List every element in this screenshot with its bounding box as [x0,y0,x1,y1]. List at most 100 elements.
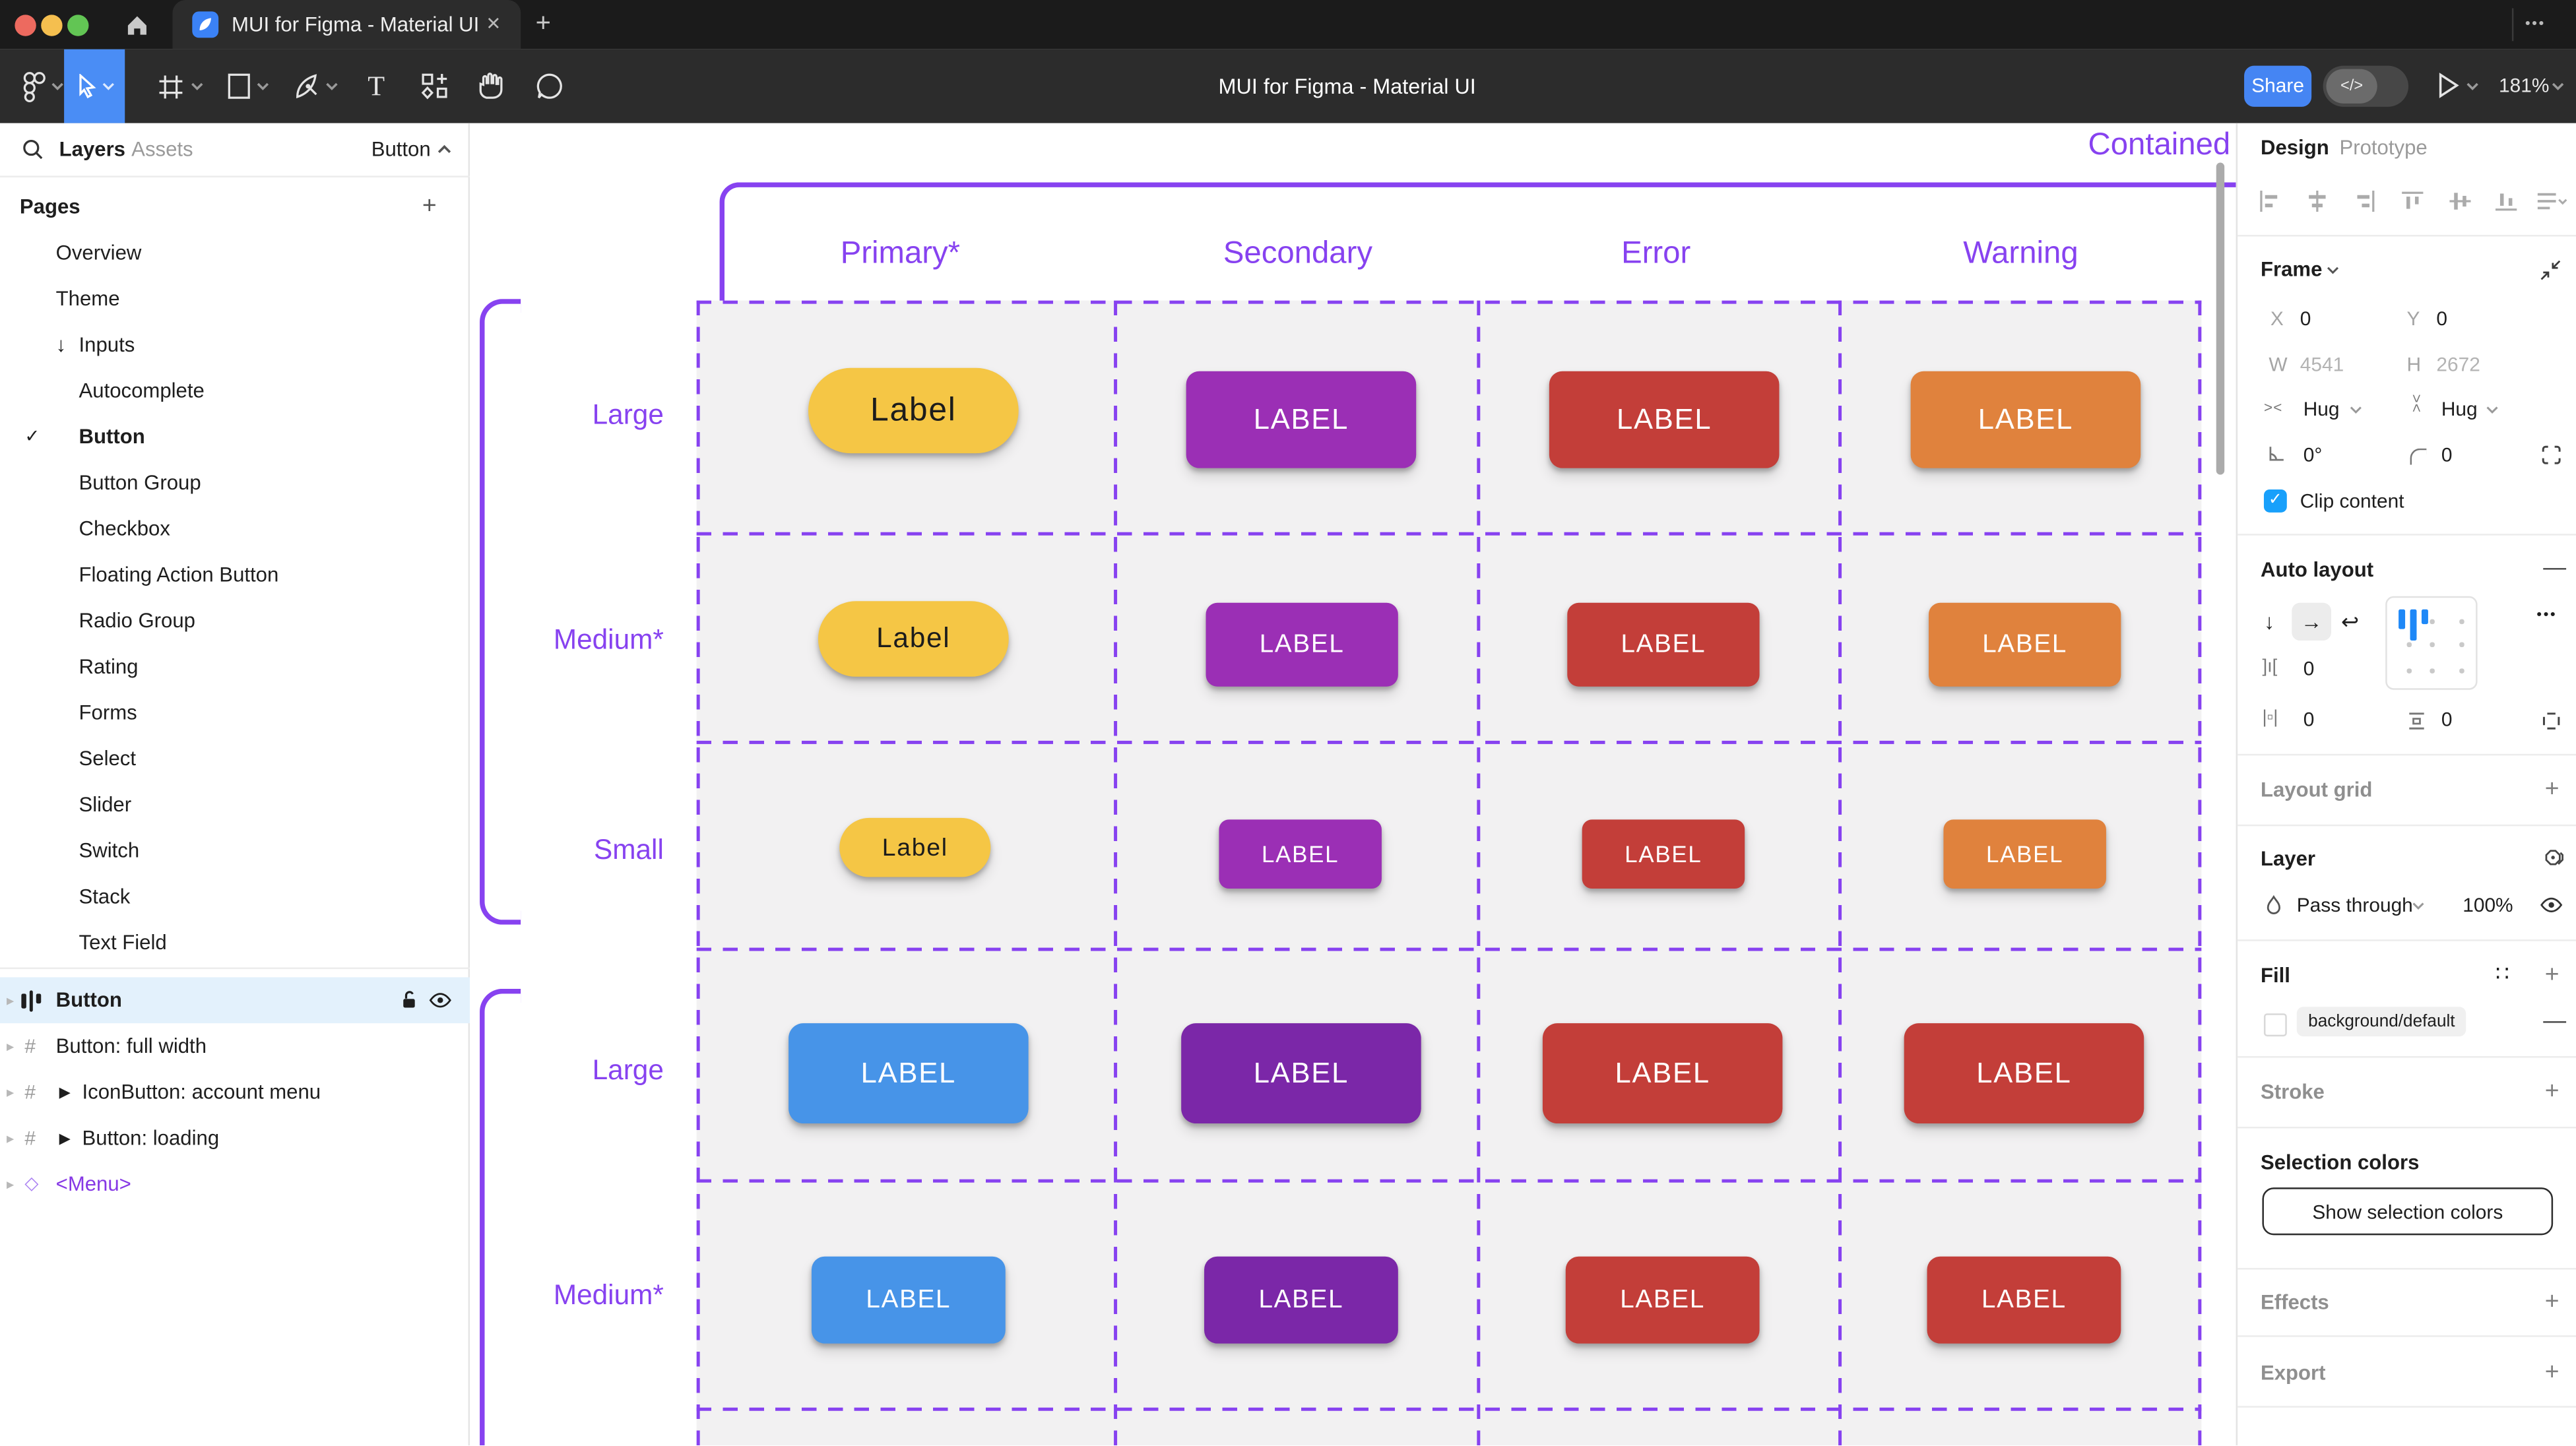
layer-row-menu-instance[interactable]: ▸ ◇ <Menu> [0,1161,470,1207]
sidebar-page-fab[interactable]: Floating Action Button [79,563,279,586]
sidebar-page-forms[interactable]: Forms [79,701,137,725]
disclosure-triangle-icon[interactable]: ▸ [6,991,15,1009]
frame-tool-chevron-icon[interactable] [189,49,205,123]
current-page-badge[interactable]: Button [371,138,431,162]
button-secondary-large[interactable]: LABEL [1186,371,1417,468]
blend-mode-value[interactable]: Pass through [2296,893,2413,917]
fill-styles-icon[interactable]: ∷ [2496,960,2509,986]
collapse-pages-chevron-icon[interactable] [437,144,451,154]
main-menu-figma-icon[interactable] [13,49,53,123]
button-secondary-medium[interactable]: LABEL [1206,602,1398,687]
align-horizontal-center-icon[interactable] [2307,190,2328,212]
text-tool-button[interactable]: T [368,69,385,102]
pen-tool-chevron-icon[interactable] [323,49,340,123]
button-secondary-medium-default[interactable]: LABEL [1204,1256,1398,1344]
shape-tool-button[interactable] [224,49,253,123]
fill-style-name[interactable]: background/default [2296,1007,2467,1037]
button-error-small[interactable]: LABEL [1582,819,1745,889]
button-warning-large-default[interactable]: LABEL [1904,1023,2144,1124]
layer-row-button-loading[interactable]: ▸ # ▶ Button: loading [0,1116,470,1162]
sidebar-page-overview[interactable]: Overview [55,241,142,265]
add-page-button[interactable]: + [422,192,437,220]
present-icon[interactable] [2438,73,2459,99]
align-top-icon[interactable] [2402,191,2424,212]
sidebar-page-switch[interactable]: Switch [79,839,140,863]
shape-tool-chevron-icon[interactable] [255,49,271,123]
add-effect-button[interactable]: + [2544,1288,2560,1316]
window-close-button[interactable] [15,14,36,36]
button-error-large[interactable]: LABEL [1549,371,1780,468]
button-error-medium[interactable]: LABEL [1567,602,1760,687]
hug-vertical-value[interactable]: Hug [2441,397,2478,421]
disclosure-triangle-icon[interactable]: ▸ [6,1129,15,1147]
align-right-icon[interactable] [2354,190,2375,212]
button-error-medium-default[interactable]: LABEL [1565,1256,1760,1344]
blend-chevron-icon[interactable] [2412,902,2425,910]
sidebar-page-checkbox[interactable]: Checkbox [79,517,170,541]
layer-opacity-value[interactable]: 100% [2463,893,2513,917]
align-bottom-icon[interactable] [2496,191,2517,212]
button-warning-small[interactable]: LABEL [1943,819,2106,889]
vertical-padding-value[interactable]: 0 [2441,708,2453,731]
search-icon[interactable] [21,138,44,161]
window-overflow-menu[interactable]: ••• [2525,15,2546,32]
button-primary-small[interactable]: Label [839,817,991,877]
frame-tool-button[interactable] [154,49,187,123]
button-warning-medium-default[interactable]: LABEL [1927,1256,2121,1344]
layer-row-button[interactable]: ▸ Button [0,977,470,1024]
add-fill-button[interactable]: + [2544,960,2560,989]
canvas-scrollbar[interactable] [2216,162,2225,475]
sidebar-page-select[interactable]: Select [79,747,137,770]
disclosure-triangle-icon[interactable]: ▸ [6,1038,15,1055]
tab-assets[interactable]: Assets [131,138,193,162]
corner-radius-value[interactable]: 0 [2441,443,2453,467]
add-export-button[interactable]: + [2544,1358,2560,1387]
sidebar-page-button-group[interactable]: Button Group [79,471,201,495]
sidebar-page-button[interactable]: ✓ Button [0,414,470,460]
auto-layout-alignment-widget[interactable] [2385,596,2478,690]
button-secondary-large-default[interactable]: LABEL [1181,1023,1421,1124]
pen-tool-button[interactable] [291,49,324,123]
sidebar-page-theme[interactable]: Theme [55,287,120,311]
hug-horizontal-value[interactable]: Hug [2303,397,2340,421]
remove-auto-layout-button[interactable]: — [2543,553,2567,580]
auto-layout-wrap-icon[interactable]: ↩ [2340,609,2360,635]
frame-section-title[interactable]: Frame [2260,257,2323,281]
sidebar-page-radio-group[interactable]: Radio Group [79,609,195,633]
window-minimize-button[interactable] [41,14,63,36]
h-value[interactable]: 2672 [2436,353,2480,377]
add-stroke-button[interactable]: + [2544,1077,2560,1106]
button-primary-large[interactable]: Label [808,367,1019,454]
unlock-icon[interactable] [399,990,419,1010]
distribute-menu-icon[interactable] [2535,191,2568,212]
button-secondary-small[interactable]: LABEL [1219,819,1382,889]
add-layout-grid-button[interactable]: + [2544,775,2560,803]
auto-layout-right-icon[interactable]: → [2292,602,2332,641]
tab-close-icon[interactable]: ✕ [486,15,501,35]
x-value[interactable]: 0 [2300,307,2311,330]
button-primary-medium-default[interactable]: LABEL [811,1256,1006,1344]
rotation-value[interactable]: 0° [2303,443,2323,467]
button-primary-large-default[interactable]: LABEL [789,1023,1029,1124]
tab-layers[interactable]: Layers [59,138,126,162]
zoom-level[interactable]: 181% [2498,74,2550,97]
show-selection-colors-button[interactable]: Show selection colors [2262,1187,2554,1236]
w-value[interactable]: 4541 [2300,353,2344,377]
remove-fill-button[interactable]: — [2543,1007,2567,1034]
button-error-large-default[interactable]: LABEL [1542,1023,1783,1124]
comment-tool-button[interactable] [532,49,565,123]
disclosure-triangle-icon[interactable]: ▸ [6,1176,15,1193]
disclosure-triangle-icon[interactable]: ▸ [6,1084,15,1101]
layer-row-iconbutton-account-menu[interactable]: ▸ # ▶ IconButton: account menu [0,1069,470,1116]
visibility-eye-icon[interactable] [429,992,452,1009]
collapse-panel-icon[interactable] [2540,259,2561,280]
home-icon[interactable] [125,13,149,38]
sidebar-page-slider[interactable]: Slider [79,793,132,817]
button-warning-medium[interactable]: LABEL [1929,602,2121,687]
button-warning-large[interactable]: LABEL [1910,371,2141,468]
independent-corners-icon[interactable] [2542,445,2561,465]
window-zoom-button[interactable] [67,14,89,36]
hug-v-chevron-icon[interactable] [2486,406,2499,414]
layer-visibility-eye-icon[interactable] [2540,896,2563,913]
zoom-chevron-icon[interactable] [2550,49,2566,123]
